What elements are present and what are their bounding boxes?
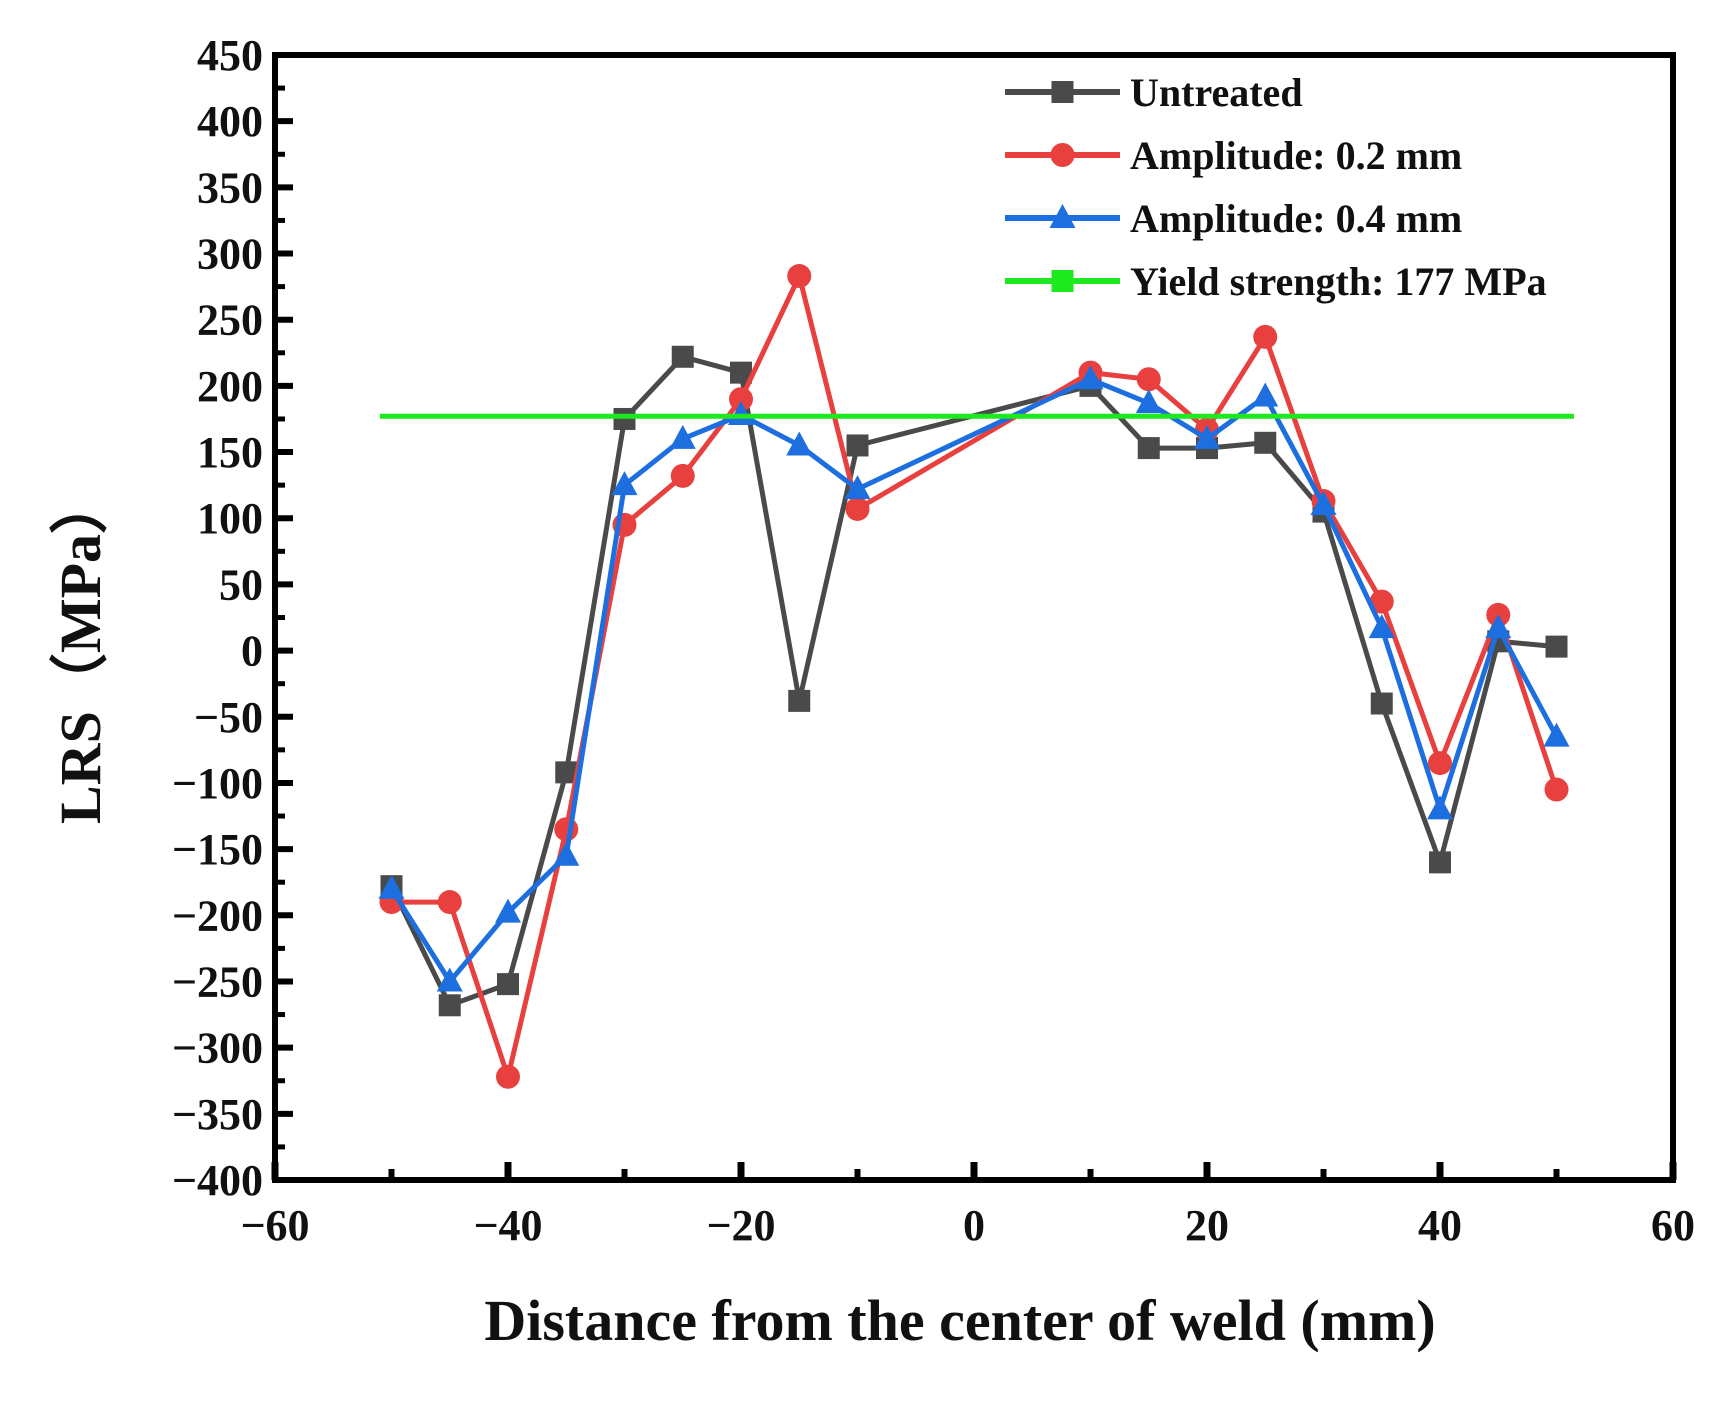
legend-marker-1: [1050, 143, 1075, 167]
y-tick-label: −50: [194, 693, 263, 742]
legend-label-2: Amplitude: 0.4 mm: [1130, 196, 1462, 241]
series-0-point: [671, 345, 694, 368]
series-2-point: [611, 471, 638, 496]
y-axis-title: LRS（MPa）: [48, 476, 113, 824]
legend-label-3: Yield strength: 177 MPa: [1130, 259, 1547, 304]
y-tick-label: 300: [197, 230, 263, 279]
series-2-point: [1310, 491, 1337, 515]
series-1-point: [1136, 367, 1161, 392]
y-tick-label: 50: [219, 560, 263, 609]
y-tick-label: −350: [172, 1090, 263, 1139]
x-tick-label: 60: [1651, 1201, 1695, 1250]
series-1-point: [729, 387, 753, 412]
series-1-point: [554, 817, 579, 842]
series-0-point: [1370, 692, 1393, 715]
series-2-point: [378, 874, 405, 899]
legend-label-1: Amplitude: 0.2 mm: [1130, 133, 1462, 178]
series-2-point: [1252, 382, 1279, 407]
series-1-point: [787, 264, 812, 289]
x-axis-title: Distance from the center of weld (mm): [484, 1288, 1435, 1353]
y-tick-label: 0: [241, 627, 263, 676]
series-1-point: [437, 890, 462, 915]
y-tick-label: 400: [197, 97, 263, 146]
y-tick-label: −200: [172, 891, 263, 940]
series-0-point: [1137, 437, 1160, 460]
series-0-point: [497, 973, 519, 996]
series-0-point: [1429, 851, 1451, 874]
series-1-point: [670, 463, 695, 488]
x-tick-label: −60: [240, 1201, 309, 1250]
x-tick-label: −40: [473, 1201, 542, 1250]
series-2-point: [1135, 389, 1162, 414]
x-tick-label: 40: [1418, 1201, 1462, 1250]
series-0-point: [555, 761, 578, 784]
series-2-point: [1194, 424, 1220, 449]
series-0-point: [788, 689, 811, 712]
legend-label-0: Untreated: [1130, 70, 1303, 115]
y-tick-label: −400: [172, 1156, 263, 1205]
y-tick-label: 100: [197, 494, 263, 543]
series-1-point: [496, 1064, 520, 1089]
series-2-point: [1485, 614, 1512, 639]
series-2-point: [844, 475, 871, 500]
series-1-point: [1428, 751, 1452, 776]
y-tick-label: 450: [197, 31, 263, 80]
series-0-point: [846, 434, 869, 457]
y-tick-label: 350: [197, 163, 263, 212]
x-tick-label: −20: [706, 1201, 775, 1250]
series-1-point: [845, 496, 870, 521]
series-2-point: [436, 967, 463, 992]
x-tick-label: 0: [963, 1201, 985, 1250]
series-0-point: [438, 994, 461, 1017]
series-1-point: [1544, 777, 1569, 802]
series-2-point: [669, 424, 696, 449]
series-line-1: [391, 273, 1559, 1080]
series-2-point: [1077, 365, 1104, 390]
legend-marker-0: [1051, 81, 1074, 103]
series-0-point: [1545, 635, 1568, 658]
series-2-point: [1543, 722, 1570, 747]
series-1-point: [1369, 589, 1394, 614]
legend-marker-2: [1049, 204, 1076, 228]
series-2-point: [1427, 795, 1453, 820]
y-tick-label: 150: [197, 428, 263, 477]
y-tick-label: 200: [197, 362, 263, 411]
series-0-point: [1254, 431, 1277, 454]
y-tick-label: −300: [172, 1024, 263, 1073]
y-tick-label: −150: [172, 825, 263, 874]
y-tick-label: −100: [172, 759, 263, 808]
series-2-point: [1368, 614, 1395, 639]
legend: Untreated Amplitude: 0.2 mm Amplitude: 0.4…: [1005, 70, 1547, 304]
series-1-point: [1253, 324, 1278, 349]
series-2-point: [728, 401, 754, 425]
y-tick-label: 250: [197, 296, 263, 345]
x-tick-label: 20: [1185, 1201, 1229, 1250]
plot-layer: [378, 264, 1574, 1089]
series-2-point: [553, 841, 580, 866]
series-line-0: [389, 354, 1557, 1008]
axis-layer: −400−350−300−250−200−150−100−50050100150…: [172, 31, 1695, 1250]
series-0-point: [730, 361, 752, 384]
series-2-point: [786, 431, 813, 456]
legend-marker-3: [1051, 270, 1074, 292]
y-tick-label: −250: [172, 957, 263, 1006]
series-2-point: [495, 898, 521, 923]
series-line-2: [389, 376, 1559, 984]
series-0-point: [613, 407, 636, 430]
